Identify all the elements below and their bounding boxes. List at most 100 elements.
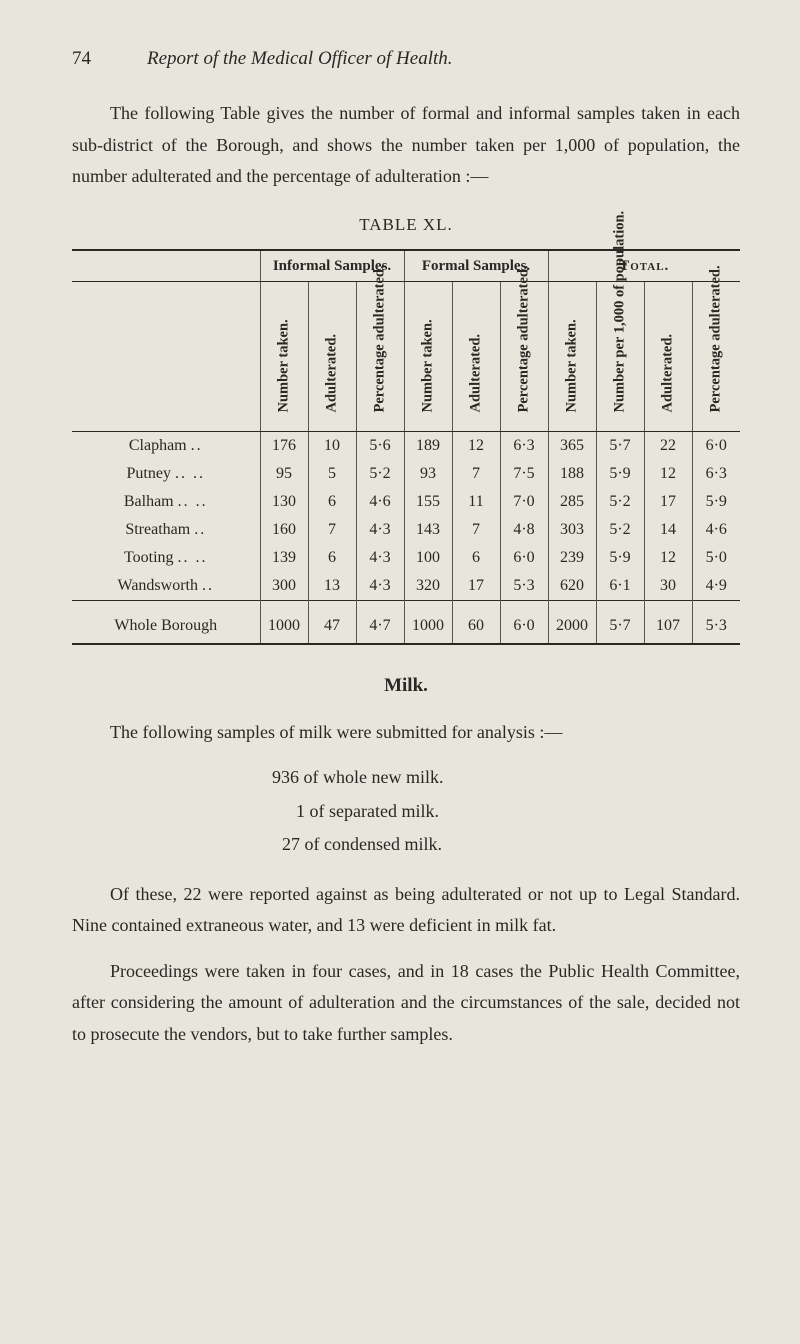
table-cell: 285 bbox=[548, 488, 596, 516]
table-cell: 7 bbox=[452, 516, 500, 544]
milk-paragraph-2: Proceedings were taken in four cases, an… bbox=[72, 956, 740, 1051]
table-cell: 4·3 bbox=[356, 544, 404, 572]
table-cell: 95 bbox=[260, 460, 308, 488]
table-cell: 10 bbox=[308, 431, 356, 460]
subheader: Number taken. bbox=[260, 281, 308, 431]
table-cell: 4·7 bbox=[356, 600, 404, 644]
table-cell: 5·3 bbox=[692, 600, 740, 644]
table-cell: 13 bbox=[308, 572, 356, 601]
row-label: Whole Borough bbox=[72, 600, 260, 644]
table-cell: 4·8 bbox=[500, 516, 548, 544]
table-cell: 4·9 bbox=[692, 572, 740, 601]
table-cell: 107 bbox=[644, 600, 692, 644]
page-header: 74 Report of the Medical Officer of Heal… bbox=[72, 48, 740, 70]
table-cell: 139 bbox=[260, 544, 308, 572]
table-row: Streatham ..16074·314374·83035·2144·6 bbox=[72, 516, 740, 544]
table-cell: 4·3 bbox=[356, 572, 404, 601]
subheader: Adulterated. bbox=[452, 281, 500, 431]
table-cell: 5·0 bbox=[692, 544, 740, 572]
list-item: 27 of condensed milk. bbox=[282, 829, 740, 861]
table-cell: 1000 bbox=[260, 600, 308, 644]
row-label: Putney .. .. bbox=[72, 460, 260, 488]
table-cell: 60 bbox=[452, 600, 500, 644]
table-cell: 7 bbox=[452, 460, 500, 488]
table-cell: 176 bbox=[260, 431, 308, 460]
empty-subheader bbox=[72, 281, 260, 431]
milk-heading: Milk. bbox=[72, 675, 740, 697]
table-cell: 93 bbox=[404, 460, 452, 488]
table-cell: 14 bbox=[644, 516, 692, 544]
table-cell: 1000 bbox=[404, 600, 452, 644]
table-cell: 7·0 bbox=[500, 488, 548, 516]
table-cell: 303 bbox=[548, 516, 596, 544]
table-cell: 143 bbox=[404, 516, 452, 544]
table-cell: 5·9 bbox=[596, 460, 644, 488]
table-cell: 6 bbox=[452, 544, 500, 572]
table-cell: 17 bbox=[452, 572, 500, 601]
row-label: Tooting .. .. bbox=[72, 544, 260, 572]
table-cell: 5·2 bbox=[356, 460, 404, 488]
table-cell: 5 bbox=[308, 460, 356, 488]
subheader: Number taken. bbox=[548, 281, 596, 431]
table-cell: 30 bbox=[644, 572, 692, 601]
table-cell: 5·9 bbox=[692, 488, 740, 516]
subheader: Percentage adulterated. bbox=[692, 281, 740, 431]
table-cell: 239 bbox=[548, 544, 596, 572]
table-cell: 22 bbox=[644, 431, 692, 460]
page-number: 74 bbox=[72, 48, 91, 70]
page-title: Report of the Medical Officer of Health. bbox=[147, 48, 453, 70]
table-cell: 11 bbox=[452, 488, 500, 516]
table-cell: 620 bbox=[548, 572, 596, 601]
list-item: 936 of whole new milk. bbox=[272, 762, 740, 794]
table-cell: 7·5 bbox=[500, 460, 548, 488]
list-item: 1 of separated milk. bbox=[296, 796, 740, 828]
table-cell: 4·6 bbox=[692, 516, 740, 544]
table-caption: TABLE XL. bbox=[72, 215, 740, 235]
table-cell: 12 bbox=[452, 431, 500, 460]
table-cell: 365 bbox=[548, 431, 596, 460]
table-cell: 160 bbox=[260, 516, 308, 544]
data-table: Informal Samples. Formal Samples. Total.… bbox=[72, 249, 740, 645]
table-row-total: Whole Borough1000474·71000606·020005·710… bbox=[72, 600, 740, 644]
row-label: Wandsworth .. bbox=[72, 572, 260, 601]
table-cell: 5·6 bbox=[356, 431, 404, 460]
table-cell: 5·7 bbox=[596, 600, 644, 644]
table-row: Balham .. ..13064·6155117·02855·2175·9 bbox=[72, 488, 740, 516]
row-label: Clapham .. bbox=[72, 431, 260, 460]
table-cell: 5·3 bbox=[500, 572, 548, 601]
table-row: Putney .. ..9555·29377·51885·9126·3 bbox=[72, 460, 740, 488]
subheader: Number taken. bbox=[404, 281, 452, 431]
intro-paragraph: The following Table gives the number of … bbox=[72, 98, 740, 193]
table-cell: 4·3 bbox=[356, 516, 404, 544]
table-cell: 188 bbox=[548, 460, 596, 488]
subheader: Percentage adulterated. bbox=[356, 281, 404, 431]
subheader: Adulterated. bbox=[644, 281, 692, 431]
table-cell: 7 bbox=[308, 516, 356, 544]
table-cell: 320 bbox=[404, 572, 452, 601]
table-cell: 6·0 bbox=[500, 544, 548, 572]
row-label: Streatham .. bbox=[72, 516, 260, 544]
table-row: Wandsworth ..300134·3320175·36206·1304·9 bbox=[72, 572, 740, 601]
milk-intro: The following samples of milk were submi… bbox=[72, 717, 740, 749]
milk-list: 936 of whole new milk. 1 of separated mi… bbox=[272, 762, 740, 861]
subheader: Adulterated. bbox=[308, 281, 356, 431]
table-cell: 5·7 bbox=[596, 431, 644, 460]
table-cell: 47 bbox=[308, 600, 356, 644]
table-cell: 4·6 bbox=[356, 488, 404, 516]
table-cell: 5·2 bbox=[596, 516, 644, 544]
empty-corner bbox=[72, 250, 260, 282]
table-cell: 6·0 bbox=[500, 600, 548, 644]
table-row: Clapham ..176105·6189126·33655·7226·0 bbox=[72, 431, 740, 460]
table-cell: 300 bbox=[260, 572, 308, 601]
table-cell: 2000 bbox=[548, 600, 596, 644]
row-label: Balham .. .. bbox=[72, 488, 260, 516]
table-cell: 5·2 bbox=[596, 488, 644, 516]
table-cell: 6 bbox=[308, 544, 356, 572]
table-cell: 6·3 bbox=[500, 431, 548, 460]
table-cell: 17 bbox=[644, 488, 692, 516]
table-cell: 6 bbox=[308, 488, 356, 516]
table-cell: 189 bbox=[404, 431, 452, 460]
table-cell: 100 bbox=[404, 544, 452, 572]
milk-paragraph-1: Of these, 22 were reported against as be… bbox=[72, 879, 740, 942]
table-cell: 6·0 bbox=[692, 431, 740, 460]
